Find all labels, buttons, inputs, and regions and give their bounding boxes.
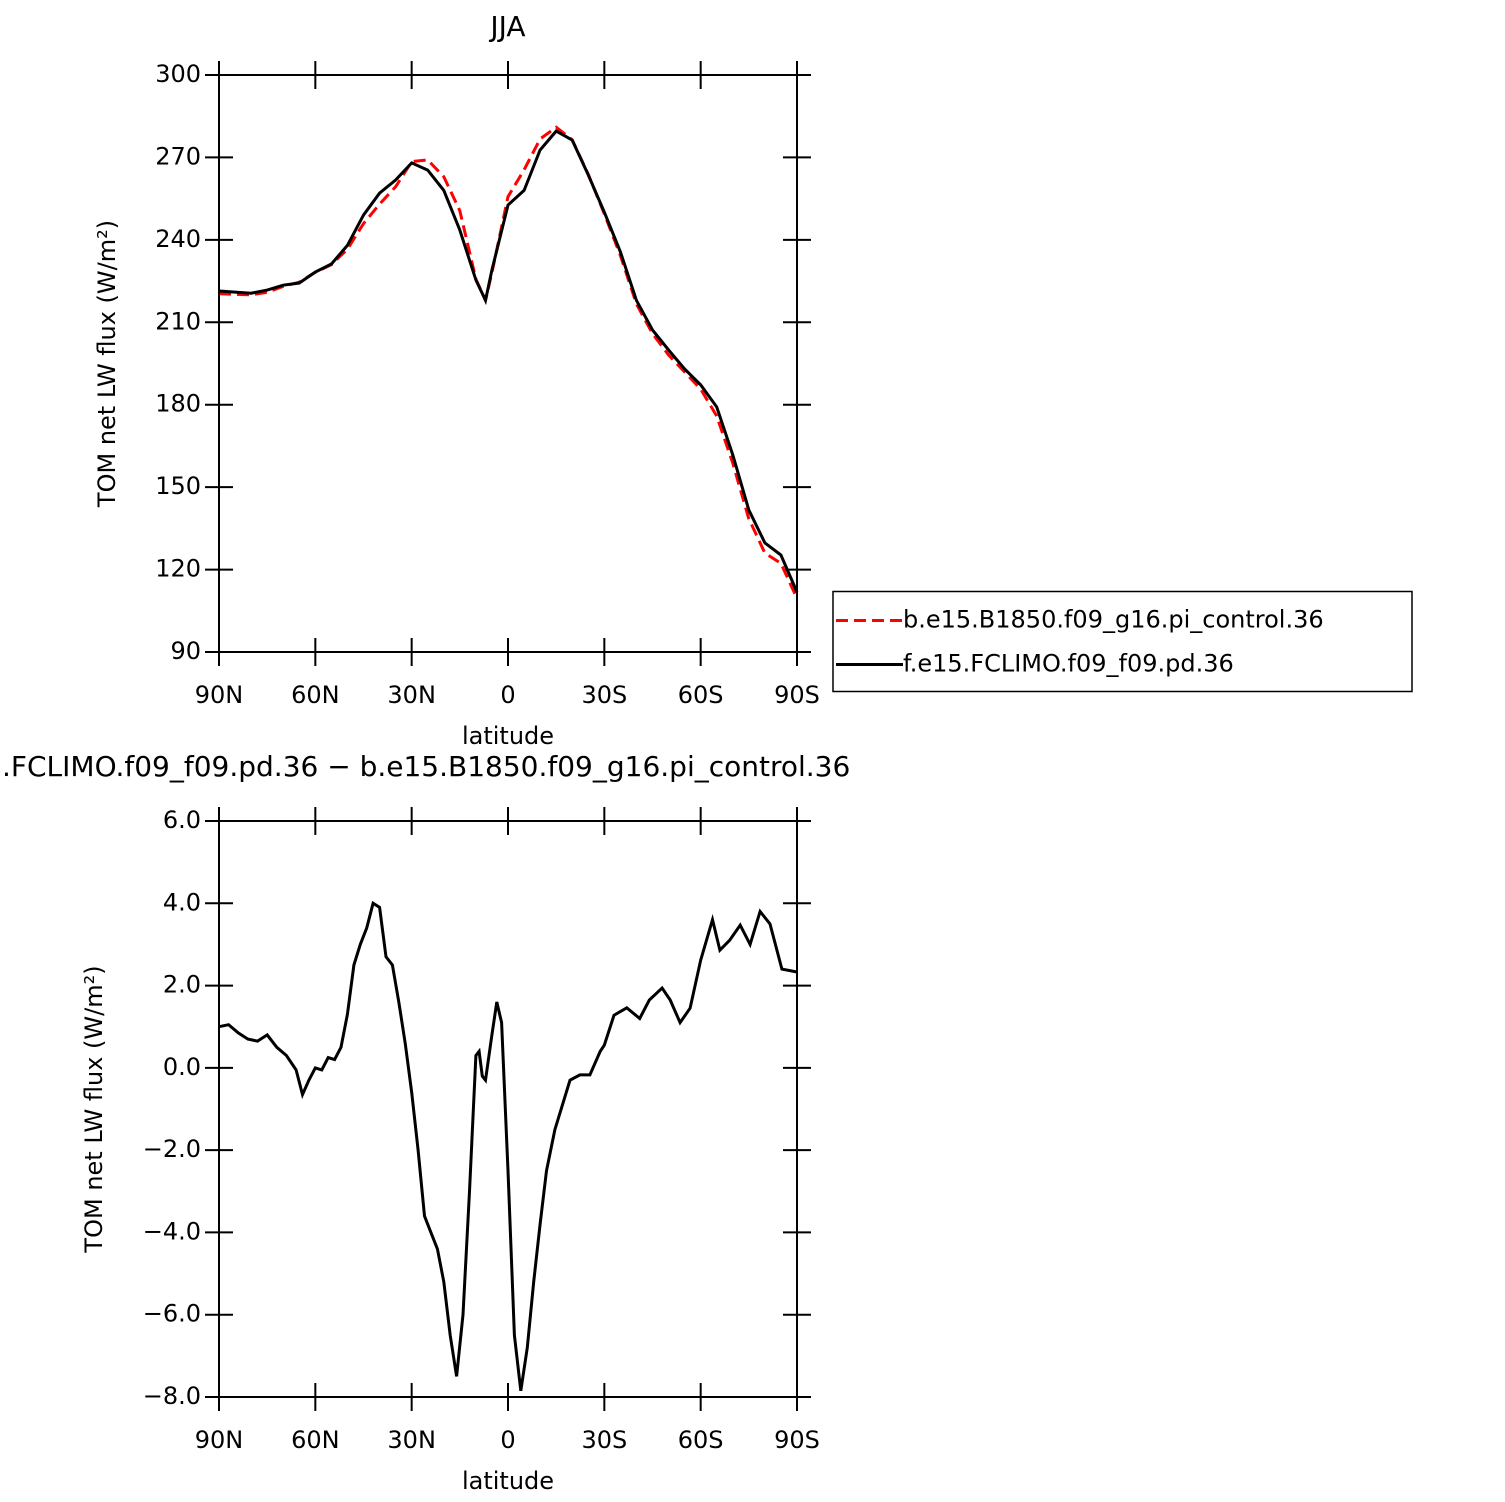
y-tick-label: 210 <box>155 307 201 335</box>
chart-title: JJA <box>488 10 525 43</box>
y-tick-label: 4.0 <box>163 888 201 916</box>
x-axis-label: latitude <box>462 1467 554 1495</box>
y-tick-label: −4.0 <box>143 1217 201 1245</box>
y-axis-label: TOM net LW flux (W/m²) <box>80 965 108 1253</box>
y-tick-label: −6.0 <box>143 1300 201 1328</box>
x-tick-label: 90S <box>774 1426 820 1454</box>
x-tick-label: 90N <box>195 1426 244 1454</box>
x-tick-label: 60N <box>291 1426 340 1454</box>
x-axis-label: latitude <box>462 722 554 750</box>
data-line <box>218 125 799 600</box>
legend-label: b.e15.B1850.f09_g16.pi_control.36 <box>903 606 1324 634</box>
x-tick-label: 60N <box>291 681 340 709</box>
plot-frame <box>218 74 798 653</box>
y-tick-label: −8.0 <box>143 1382 201 1410</box>
x-tick-label: 0 <box>500 1426 515 1454</box>
x-tick-label: 90S <box>774 681 820 709</box>
y-tick-label: 6.0 <box>163 806 201 834</box>
y-tick-label: −2.0 <box>143 1135 201 1163</box>
legend-label: f.e15.FCLIMO.f09_f09.pd.36 <box>903 650 1234 678</box>
x-tick-label: 60S <box>678 681 724 709</box>
y-tick-label: 120 <box>155 555 201 583</box>
x-tick-label: 30N <box>387 1426 436 1454</box>
y-tick-label: 180 <box>155 390 201 418</box>
y-tick-label: 150 <box>155 472 201 500</box>
x-tick-label: 90N <box>195 681 244 709</box>
x-tick-label: 30S <box>581 681 627 709</box>
legend-box <box>832 590 1413 693</box>
x-tick-label: 30N <box>387 681 436 709</box>
data-line <box>218 129 799 593</box>
y-tick-label: 240 <box>155 225 201 253</box>
x-tick-label: 0 <box>500 681 515 709</box>
data-line <box>218 900 798 1392</box>
chart-title: .FCLIMO.f09_f09.pd.36 − b.e15.B1850.f09_… <box>2 750 850 783</box>
y-axis-label: TOM net LW flux (W/m²) <box>93 220 121 508</box>
y-tick-label: 90 <box>170 637 201 665</box>
plot-frame <box>218 820 798 1398</box>
y-tick-label: 270 <box>155 142 201 170</box>
y-tick-label: 0.0 <box>163 1053 201 1081</box>
x-tick-label: 30S <box>581 1426 627 1454</box>
y-tick-label: 2.0 <box>163 971 201 999</box>
x-tick-label: 60S <box>678 1426 724 1454</box>
y-tick-label: 300 <box>155 60 201 88</box>
